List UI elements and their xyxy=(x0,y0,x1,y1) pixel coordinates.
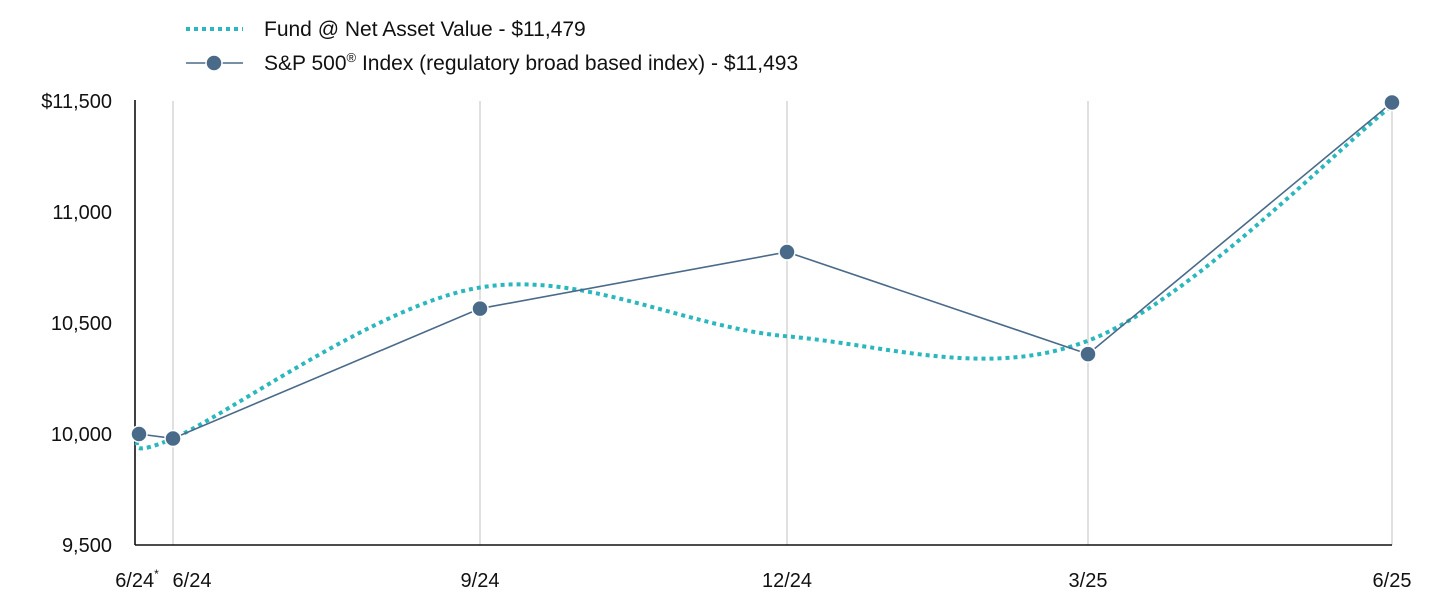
legend: Fund @ Net Asset Value - $11,479 S&P 500… xyxy=(186,18,798,75)
series-index-point xyxy=(164,429,182,448)
gridlines xyxy=(172,101,1393,545)
x-tick-label: 6/24* xyxy=(115,567,159,592)
series-index-point xyxy=(1079,345,1097,363)
y-tick-label: $11,500 xyxy=(41,91,112,113)
legend-index-label: S&P 500® Index (regulatory broad based i… xyxy=(264,50,798,75)
series-fund-line xyxy=(134,104,1394,451)
x-tick-footnote-marker: * xyxy=(154,567,159,581)
x-tick-labels: 6/24* 6/24 9/24 12/24 3/25 6/25 xyxy=(115,567,1411,592)
series-index-point xyxy=(1383,93,1401,112)
legend-index-marker xyxy=(205,54,223,72)
y-tick-label: 10,000 xyxy=(51,424,112,446)
x-tick-label: 12/24 xyxy=(762,570,812,592)
x-tick-label: 6/24 xyxy=(173,570,212,592)
x-tick-label: 9/24 xyxy=(461,570,500,592)
series xyxy=(130,93,1401,451)
x-tick-label: 6/25 xyxy=(1373,570,1412,592)
y-tick-labels: $11,500 11,000 10,500 10,000 9,500 xyxy=(41,91,112,557)
legend-index-label-prefix: S&P 500 xyxy=(264,52,347,75)
y-tick-label: 9,500 xyxy=(62,535,112,557)
legend-index-label-sup: ® xyxy=(347,50,357,65)
series-index-point xyxy=(778,243,796,261)
legend-index-label-suffix: Index (regulatory broad based index) - $… xyxy=(356,52,798,75)
y-tick-label: 11,000 xyxy=(52,202,112,224)
x-tick-label: 3/25 xyxy=(1069,570,1108,592)
y-tick-label: 10,500 xyxy=(51,313,112,335)
axes xyxy=(134,100,1392,546)
series-index-point xyxy=(471,299,489,318)
series-index-line xyxy=(138,101,1393,440)
series-index-point xyxy=(130,425,148,443)
legend-fund-label: Fund @ Net Asset Value - $11,479 xyxy=(264,18,586,41)
